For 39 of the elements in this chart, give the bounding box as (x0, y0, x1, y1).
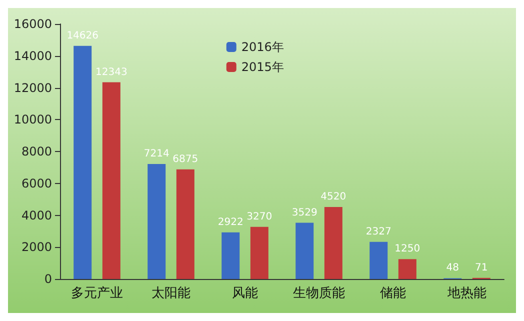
bar (324, 206, 342, 279)
data-label: 4520 (320, 191, 346, 202)
bar (222, 232, 240, 279)
bar (176, 169, 194, 279)
bar (398, 259, 416, 279)
y-tick-label: 0 (44, 272, 52, 286)
y-tick-label: 4000 (21, 208, 52, 222)
y-tick-label: 8000 (21, 144, 52, 158)
y-tick-label: 16000 (14, 17, 52, 31)
x-tick-label: 风能 (232, 286, 258, 301)
data-label: 3529 (292, 207, 318, 218)
bar (250, 226, 268, 279)
data-label: 71 (475, 262, 488, 274)
data-label: 12343 (95, 66, 128, 78)
x-tick-label: 太阳能 (152, 286, 190, 301)
data-label: 3270 (246, 211, 272, 222)
data-label: 1250 (394, 244, 420, 255)
bar (102, 82, 120, 279)
y-tick-label: 12000 (14, 80, 52, 95)
y-tick-label: 14000 (14, 48, 52, 63)
x-tick-label: 储能 (380, 286, 406, 301)
x-tick-label: 地热能 (446, 286, 486, 301)
x-tick-label: 多元产业 (71, 286, 123, 301)
data-label: 6875 (172, 154, 198, 165)
legend-label: 2015年 (241, 60, 284, 74)
bar (296, 222, 314, 279)
data-label: 7214 (144, 148, 170, 160)
legend-label: 2016年 (241, 40, 284, 54)
y-tick-label: 2000 (21, 240, 52, 254)
data-label: 2922 (218, 216, 244, 228)
data-label: 2327 (366, 226, 392, 238)
y-tick-label: 10000 (14, 112, 52, 127)
bar (370, 242, 388, 279)
bar (74, 46, 92, 279)
data-label: 48 (446, 262, 459, 274)
y-tick-label: 6000 (21, 176, 52, 190)
x-tick-label: 生物质能 (293, 286, 345, 301)
bar (148, 164, 166, 279)
data-label: 14626 (66, 30, 99, 42)
